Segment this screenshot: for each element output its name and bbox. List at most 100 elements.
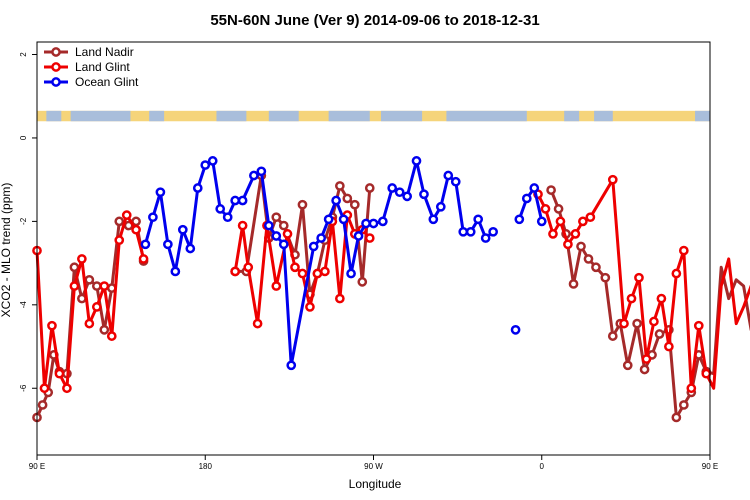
series-line	[517, 186, 544, 222]
data-point	[271, 231, 282, 241]
data-point	[529, 183, 540, 193]
data-point	[576, 241, 586, 252]
data-point	[77, 254, 87, 264]
data-point	[99, 324, 110, 335]
data-point	[671, 412, 682, 423]
x-tick-label: 0	[540, 462, 545, 471]
legend-label: Land Nadir	[75, 45, 134, 59]
data-point	[349, 199, 360, 210]
data-point	[563, 239, 573, 250]
data-point	[585, 212, 596, 223]
data-point	[480, 233, 491, 243]
data-point	[626, 293, 637, 304]
data-point	[555, 216, 566, 227]
data-point	[323, 214, 334, 225]
data-point	[177, 224, 188, 235]
data-point	[578, 216, 588, 227]
legend-item: Ocean Glint	[44, 75, 139, 89]
data-point	[290, 262, 300, 273]
data-point	[320, 266, 330, 277]
data-point	[297, 268, 308, 279]
data-point	[54, 368, 65, 379]
data-point	[346, 268, 356, 279]
data-point	[131, 224, 141, 235]
band-ocean-segment	[446, 110, 527, 122]
data-point	[278, 220, 289, 231]
data-point	[387, 183, 398, 193]
data-point	[622, 360, 633, 371]
data-point	[99, 281, 110, 291]
data-point	[84, 318, 95, 329]
data-point	[271, 212, 282, 223]
data-point	[312, 268, 323, 279]
y-tick-label: 2	[19, 52, 28, 57]
data-point	[249, 170, 259, 181]
data-point	[252, 318, 263, 329]
data-point	[521, 193, 532, 204]
land-ocean-band	[37, 110, 710, 122]
data-point	[316, 233, 327, 243]
data-point	[185, 243, 196, 254]
data-point	[331, 195, 341, 206]
data-point	[155, 187, 166, 198]
data-point	[230, 195, 241, 206]
data-point	[91, 281, 102, 291]
plot-frame	[36, 41, 711, 456]
y-axis: 2 0 -2 -4 -6	[19, 52, 37, 392]
legend-swatch-marker	[51, 77, 61, 87]
data-point	[114, 216, 125, 227]
y-tick-label: -2	[19, 217, 28, 225]
data-point	[600, 272, 611, 283]
band-ocean-segment	[564, 110, 580, 122]
data-point	[114, 235, 125, 246]
band-ocean-segment	[216, 110, 247, 122]
data-point	[256, 166, 267, 177]
chart-title: 55N-60N June (Ver 9) 2014-09-06 to 2018-…	[210, 12, 539, 29]
legend-label: Land Glint	[75, 60, 130, 74]
data-point	[686, 383, 697, 394]
data-point	[654, 329, 665, 339]
data-point	[411, 156, 422, 166]
series-ocean-glint	[140, 156, 547, 371]
y-axis-label: XCO2 - MLO trend (ppm)	[0, 183, 13, 318]
data-point	[619, 318, 629, 329]
data-point	[286, 360, 297, 371]
series-layer	[32, 156, 750, 423]
x-axis: 90 E 180 90 W 0 90 E	[29, 455, 718, 471]
data-point	[308, 241, 319, 252]
data-point	[297, 199, 308, 210]
band-ocean-segment	[268, 110, 299, 122]
data-point	[632, 318, 642, 329]
data-point	[84, 274, 95, 285]
data-point	[271, 281, 282, 291]
data-point	[263, 220, 274, 231]
data-point	[568, 279, 579, 289]
data-point	[443, 170, 454, 181]
data-point	[121, 210, 132, 220]
data-point	[140, 239, 151, 250]
data-point	[465, 226, 476, 237]
x-tick-label: 180	[199, 462, 213, 471]
data-point	[364, 183, 375, 193]
data-point	[278, 239, 289, 250]
data-point	[170, 266, 181, 277]
y-tick-label: -6	[19, 384, 28, 392]
x-axis-label: Longitude	[349, 477, 402, 491]
band-ocean-segment	[695, 110, 710, 122]
band-ocean-segment	[70, 110, 131, 122]
data-point	[394, 187, 405, 198]
x-tick-label: 90 E	[29, 462, 45, 471]
legend-swatch-marker	[51, 47, 61, 57]
data-point	[37, 400, 48, 410]
data-point	[335, 181, 345, 191]
data-point	[357, 277, 368, 287]
data-point	[583, 254, 594, 264]
data-point	[656, 293, 667, 304]
band-ocean-segment	[328, 110, 370, 122]
data-point	[305, 302, 315, 312]
data-point	[138, 254, 149, 264]
data-point	[200, 160, 211, 170]
data-point	[207, 156, 218, 166]
